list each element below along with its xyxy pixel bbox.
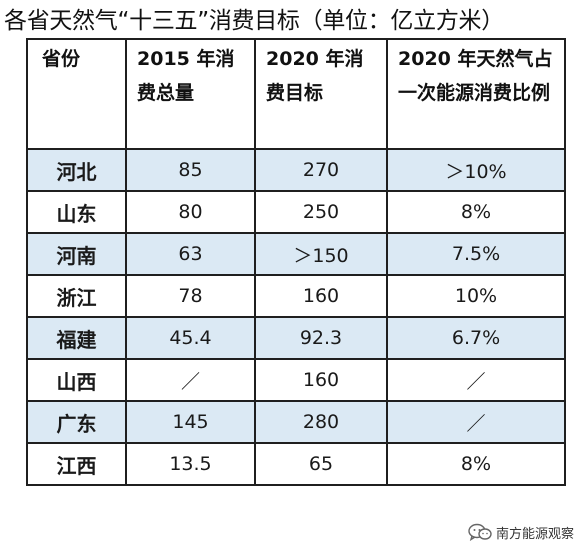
target-2020-cell: 65 bbox=[254, 442, 388, 486]
consumption-2015-cell: 78 bbox=[125, 274, 256, 318]
share-2020-cell: 7.5% bbox=[386, 232, 566, 276]
consumption-2015-cell: 85 bbox=[125, 148, 256, 192]
watermark: 南方能源观察 bbox=[468, 521, 574, 543]
header-share-2020: 2020 年天然气占一次能源消费比例 bbox=[386, 38, 566, 150]
share-2020-cell: 8% bbox=[386, 442, 566, 486]
table-row: 江西 13.5 65 8% bbox=[26, 442, 566, 486]
wechat-icon bbox=[468, 523, 492, 542]
share-2020-cell: 8% bbox=[386, 190, 566, 234]
province-cell: 广东 bbox=[26, 400, 127, 444]
share-2020-cell: ＞10% bbox=[386, 148, 566, 192]
province-cell: 江西 bbox=[26, 442, 127, 486]
table-row: 河北 85 270 ＞10% bbox=[26, 148, 566, 192]
target-2020-cell: ＞150 bbox=[254, 232, 388, 276]
table-row: 福建 45.4 92.3 6.7% bbox=[26, 316, 566, 360]
header-target-2020: 2020 年消费目标 bbox=[254, 38, 388, 150]
province-cell: 浙江 bbox=[26, 274, 127, 318]
watermark-text: 南方能源观察 bbox=[495, 526, 574, 542]
share-2020-cell: ／ bbox=[386, 358, 566, 402]
province-cell: 河北 bbox=[26, 148, 127, 192]
table-header-row: 省份 2015 年消费总量 2020 年消费目标 2020 年天然气占一次能源消… bbox=[26, 38, 566, 150]
table-row: 山西 ／ 160 ／ bbox=[26, 358, 566, 402]
table-row: 浙江 78 160 10% bbox=[26, 274, 566, 318]
share-2020-cell: 6.7% bbox=[386, 316, 566, 360]
table-row: 河南 63 ＞150 7.5% bbox=[26, 232, 566, 276]
target-2020-cell: 250 bbox=[254, 190, 388, 234]
share-2020-cell: 10% bbox=[386, 274, 566, 318]
target-2020-cell: 280 bbox=[254, 400, 388, 444]
consumption-2015-cell: 145 bbox=[125, 400, 256, 444]
table-row: 山东 80 250 8% bbox=[26, 190, 566, 234]
page-title: 各省天然气“十三五”消费目标（单位：亿立方米） bbox=[4, 8, 504, 34]
target-2020-cell: 160 bbox=[254, 274, 388, 318]
consumption-2015-cell: 63 bbox=[125, 232, 256, 276]
share-2020-cell: ／ bbox=[386, 400, 566, 444]
target-2020-cell: 160 bbox=[254, 358, 388, 402]
consumption-2015-cell: 45.4 bbox=[125, 316, 256, 360]
consumption-2015-cell: 80 bbox=[125, 190, 256, 234]
consumption-2015-cell: ／ bbox=[125, 358, 256, 402]
target-2020-cell: 92.3 bbox=[254, 316, 388, 360]
consumption-table: 省份 2015 年消费总量 2020 年消费目标 2020 年天然气占一次能源消… bbox=[26, 38, 566, 486]
province-cell: 河南 bbox=[26, 232, 127, 276]
table-row: 广东 145 280 ／ bbox=[26, 400, 566, 444]
province-cell: 福建 bbox=[26, 316, 127, 360]
province-cell: 山西 bbox=[26, 358, 127, 402]
header-consumption-2015: 2015 年消费总量 bbox=[125, 38, 256, 150]
consumption-2015-cell: 13.5 bbox=[125, 442, 256, 486]
header-province: 省份 bbox=[26, 38, 127, 150]
target-2020-cell: 270 bbox=[254, 148, 388, 192]
province-cell: 山东 bbox=[26, 190, 127, 234]
